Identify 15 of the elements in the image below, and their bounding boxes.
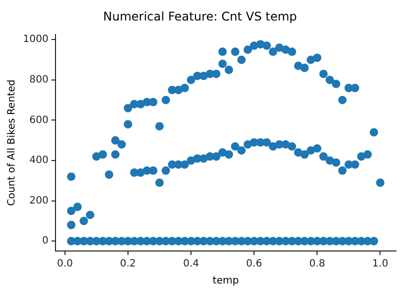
y-axis-title: Count of All Bikes Rented <box>6 80 18 206</box>
y-tick-label: 600 <box>29 114 48 126</box>
x-tick-label: 1.0 <box>372 258 388 270</box>
x-axis-title: temp <box>212 276 239 287</box>
x-tick-label: 0.4 <box>183 258 199 270</box>
y-tick-label: 400 <box>29 155 48 166</box>
x-tick-label: 0.0 <box>56 258 73 270</box>
y-tick-label: 0 <box>42 236 48 247</box>
x-tick-label: 0.6 <box>246 258 262 270</box>
x-tick-label: 0.2 <box>120 258 136 270</box>
x-tick-label: 0.8 <box>309 258 326 270</box>
y-tick-label: 200 <box>29 195 48 206</box>
y-tick-label: 1000 <box>22 34 48 46</box>
y-tick-label: 800 <box>29 74 48 86</box>
chart-title: Numerical Feature: Cnt VS temp <box>103 9 297 24</box>
